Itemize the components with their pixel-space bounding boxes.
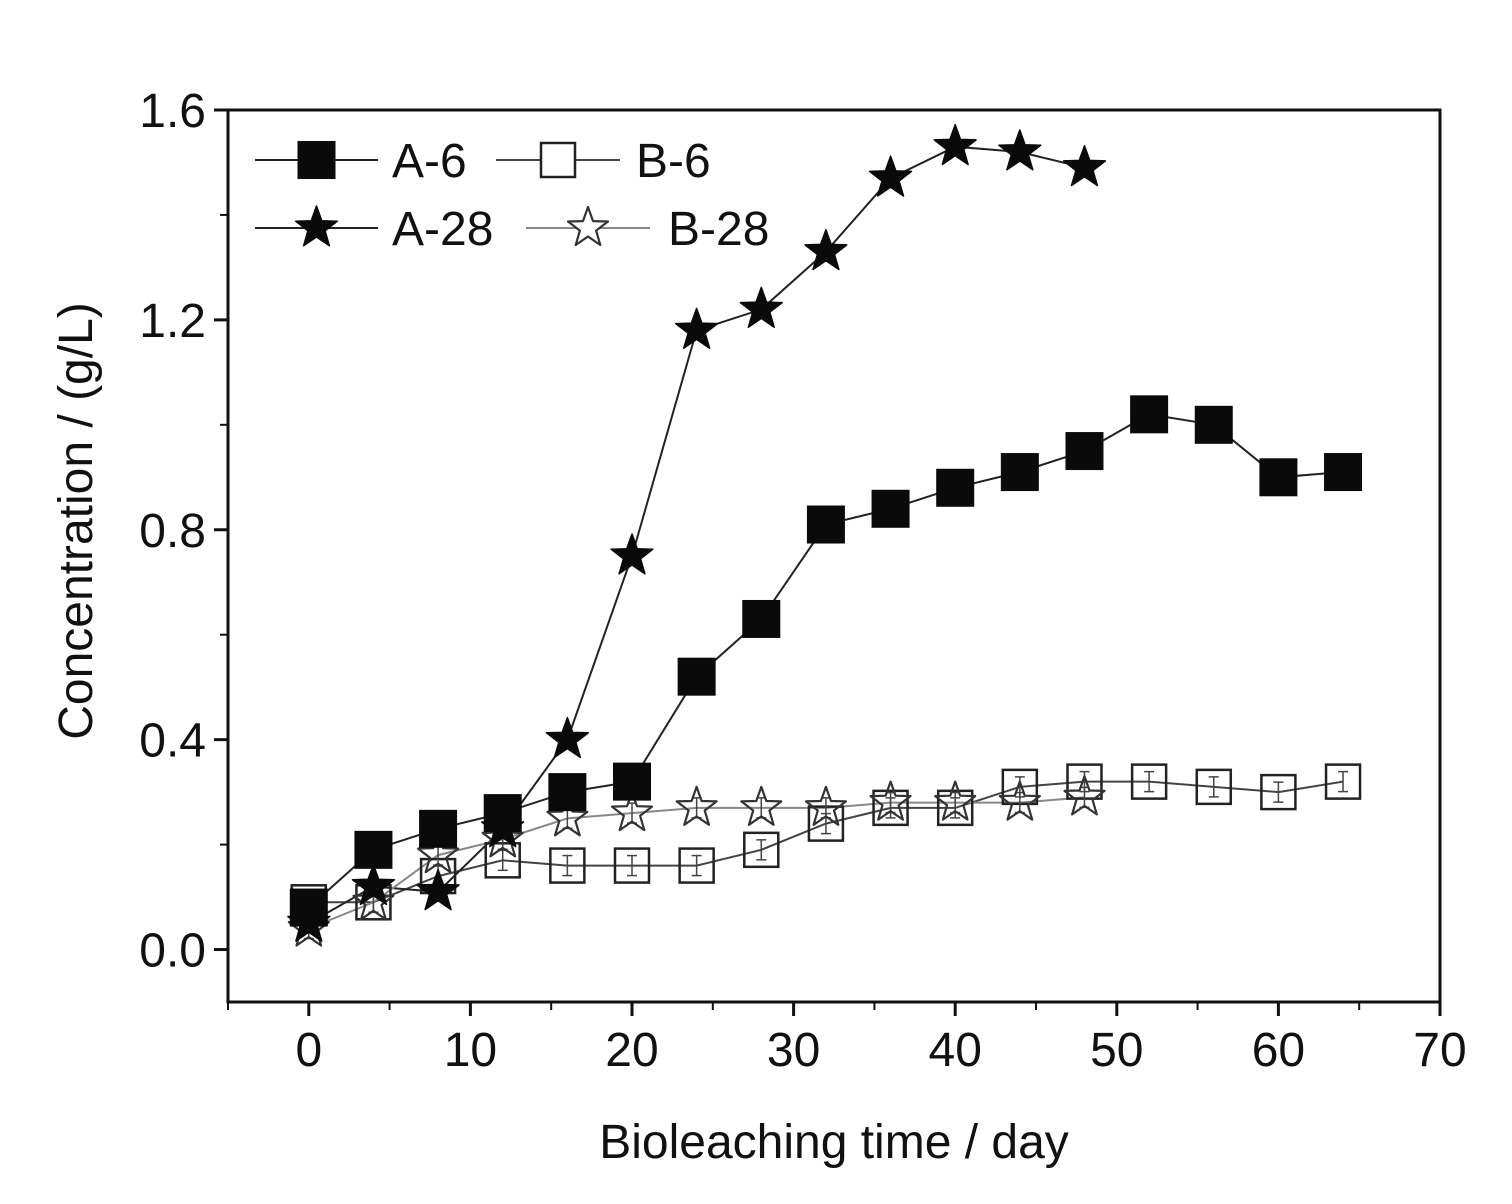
legend-label: B-28: [668, 203, 769, 256]
data-point: [998, 780, 1041, 821]
data-point: [354, 830, 393, 869]
series-markers-A-6: [289, 395, 1363, 927]
data-point: [868, 155, 913, 197]
data-point: [998, 129, 1042, 171]
data-point: [740, 785, 783, 826]
data-point: [871, 489, 910, 528]
data-point: [677, 657, 716, 696]
data-point: [610, 790, 654, 832]
y-tick-label: 0.0: [139, 925, 206, 978]
data-point: [548, 773, 587, 812]
legend-marker: [539, 141, 577, 179]
data-point: [869, 780, 912, 821]
data-point: [1130, 395, 1169, 434]
data-point: [1000, 453, 1039, 492]
data-point: [934, 780, 977, 821]
data-point: [417, 832, 460, 874]
data-point: [1195, 768, 1233, 806]
data-point: [1324, 453, 1363, 492]
data-point: [933, 123, 977, 166]
data-point: [546, 796, 589, 837]
legend-marker: [297, 141, 336, 179]
legend-item-A-6: A-6: [255, 135, 467, 188]
data-point: [806, 505, 845, 544]
data-point: [1259, 458, 1298, 497]
legend-label: A-28: [392, 203, 493, 256]
x-tick-label: 20: [605, 1024, 658, 1077]
x-tick-label: 60: [1252, 1024, 1305, 1077]
data-point: [936, 789, 974, 827]
data-point: [1260, 773, 1297, 811]
data-point: [872, 789, 909, 827]
data-point: [936, 468, 975, 507]
data-point: [549, 847, 586, 884]
data-point: [1062, 144, 1107, 187]
data-point: [610, 533, 654, 575]
x-tick-label: 0: [295, 1024, 322, 1077]
data-point: [416, 869, 460, 911]
x-tick-label: 40: [929, 1024, 982, 1077]
x-tick-label: 50: [1090, 1024, 1143, 1077]
data-point: [739, 286, 783, 328]
y-tick-label: 0.8: [139, 505, 206, 558]
data-point: [481, 806, 525, 848]
legend-item-A-28: A-28: [255, 203, 493, 256]
data-point: [743, 831, 780, 869]
x-tick-label: 10: [444, 1024, 497, 1077]
legend-label: A-6: [392, 135, 467, 188]
data-point: [351, 863, 396, 906]
data-point: [352, 880, 395, 921]
data-point: [674, 307, 719, 349]
data-point: [742, 599, 781, 638]
x-axis-title: Bioleaching time / day: [599, 1116, 1069, 1169]
data-point: [545, 716, 590, 759]
y-tick-label: 1.6: [139, 85, 206, 138]
y-tick-label: 0.4: [139, 715, 206, 768]
x-tick-label: 70: [1413, 1024, 1466, 1077]
data-point: [613, 847, 651, 884]
plot-frame: [226, 108, 1442, 1004]
y-axis-title: Concentration / (g/L): [50, 302, 103, 740]
data-point: [804, 228, 848, 271]
legend-marker: [566, 205, 610, 247]
data-point: [1063, 775, 1106, 816]
legend-marker: [294, 205, 339, 247]
series-markers-A-28: [287, 123, 1107, 942]
legend-item-B-6: B-6: [496, 135, 711, 188]
y-tick-label: 1.2: [139, 295, 206, 348]
data-point: [287, 900, 331, 942]
data-point: [613, 762, 651, 801]
legend-label: B-6: [636, 135, 711, 188]
data-point: [1130, 763, 1168, 800]
legend: A-6 B-6 A-28 B-28: [255, 135, 769, 256]
data-point: [419, 809, 458, 848]
data-point: [481, 817, 524, 858]
data-point: [804, 785, 848, 826]
data-point: [1194, 405, 1233, 444]
data-point: [1065, 432, 1104, 471]
data-point: [675, 785, 718, 826]
x-tick-label: 30: [767, 1024, 820, 1077]
legend-item-B-28: B-28: [526, 203, 769, 256]
data-point: [678, 847, 715, 884]
data-point: [1324, 763, 1362, 800]
